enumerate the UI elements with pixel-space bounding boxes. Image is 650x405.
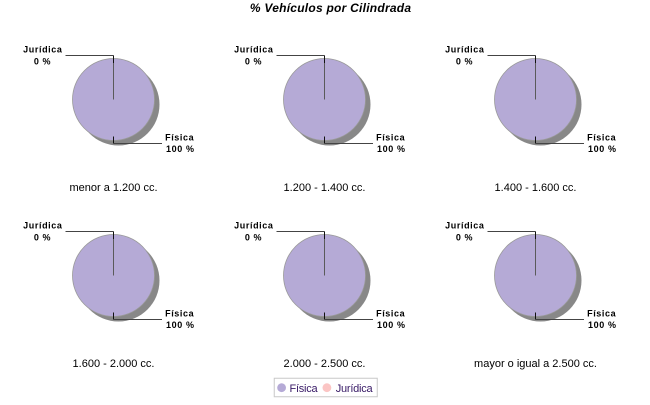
svg-text:100 %: 100 %	[588, 320, 617, 330]
svg-text:Física: Física	[376, 309, 406, 319]
svg-text:100 %: 100 %	[588, 144, 617, 154]
svg-text:1.200 - 1.400 cc.: 1.200 - 1.400 cc.	[284, 182, 366, 194]
svg-text:0 %: 0 %	[456, 56, 473, 66]
svg-text:Física: Física	[376, 133, 406, 143]
svg-text:Jurídica: Jurídica	[445, 45, 485, 55]
svg-text:0 %: 0 %	[456, 232, 473, 242]
svg-text:Física: Física	[587, 133, 617, 143]
svg-text:Jurídica: Jurídica	[336, 383, 374, 395]
svg-text:0 %: 0 %	[34, 56, 51, 66]
svg-text:Jurídica: Jurídica	[23, 221, 63, 231]
svg-text:Física: Física	[165, 133, 195, 143]
svg-text:Física: Física	[165, 309, 195, 319]
svg-text:100 %: 100 %	[377, 144, 406, 154]
svg-text:1.400 - 1.600 cc.: 1.400 - 1.600 cc.	[495, 182, 577, 194]
svg-text:2.000 - 2.500 cc.: 2.000 - 2.500 cc.	[284, 358, 366, 370]
svg-text:100 %: 100 %	[166, 144, 195, 154]
svg-text:0 %: 0 %	[34, 232, 51, 242]
svg-text:Jurídica: Jurídica	[234, 45, 274, 55]
svg-text:1.600 - 2.000 cc.: 1.600 - 2.000 cc.	[73, 358, 155, 370]
svg-text:0 %: 0 %	[245, 232, 262, 242]
svg-text:menor a 1.200 cc.: menor a 1.200 cc.	[69, 182, 157, 194]
svg-text:Jurídica: Jurídica	[445, 221, 485, 231]
svg-text:Jurídica: Jurídica	[23, 45, 63, 55]
svg-text:mayor o igual a 2.500 cc.: mayor o igual a 2.500 cc.	[474, 358, 597, 370]
svg-text:100 %: 100 %	[166, 320, 195, 330]
svg-text:Física: Física	[290, 383, 319, 395]
svg-text:Jurídica: Jurídica	[234, 221, 274, 231]
svg-text:0 %: 0 %	[245, 56, 262, 66]
svg-text:% Vehículos por Cilindrada: % Vehículos por Cilindrada	[250, 1, 411, 15]
svg-text:Física: Física	[587, 309, 617, 319]
svg-text:100 %: 100 %	[377, 320, 406, 330]
